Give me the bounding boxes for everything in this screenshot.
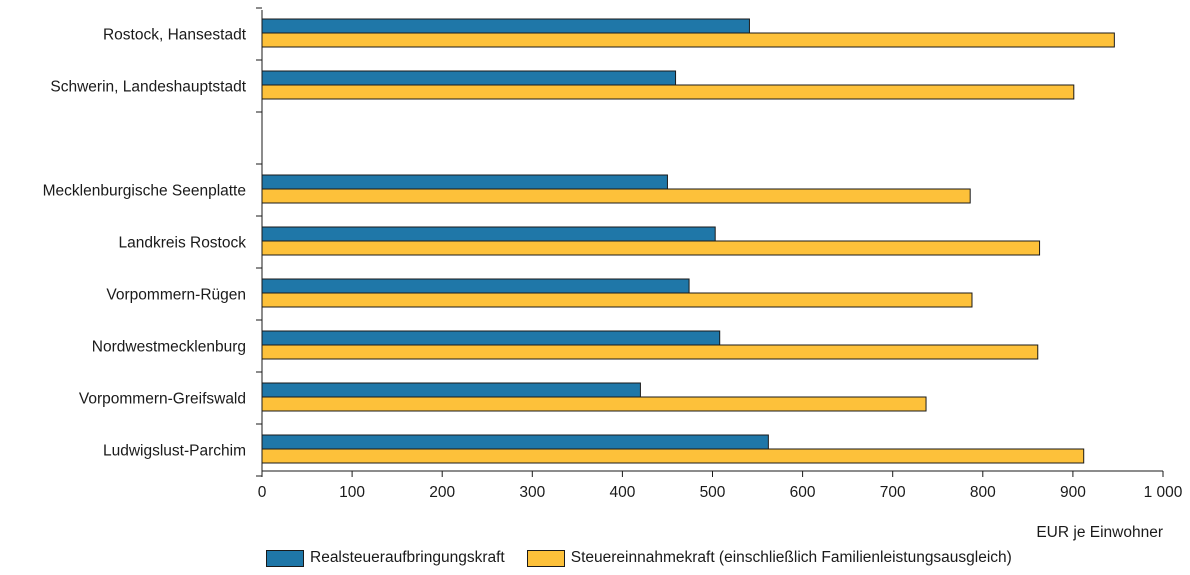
- legend-swatch: [526, 549, 565, 567]
- x-tick-label: 100: [339, 484, 365, 501]
- bar-steuereinnahme: [261, 240, 1041, 256]
- category-label: Mecklenburgische Seenplatte: [43, 183, 246, 200]
- bar-realsteuer: [261, 174, 668, 190]
- category-label: Landkreis Rostock: [118, 235, 246, 252]
- x-tick-label: 800: [970, 484, 996, 501]
- bar-steuereinnahme: [261, 188, 971, 204]
- bar-steuereinnahme: [261, 292, 973, 308]
- category-label: Rostock, Hansestadt: [103, 27, 247, 44]
- bar-realsteuer: [261, 434, 769, 450]
- bar-realsteuer: [261, 18, 750, 34]
- bar-realsteuer: [261, 70, 677, 86]
- category-label: Vorpommern-Rügen: [106, 287, 246, 304]
- x-tick-label: 400: [609, 484, 635, 501]
- bar-realsteuer: [261, 330, 721, 346]
- bar-steuereinnahme: [261, 396, 927, 412]
- category-labels: Rostock, Hansestadt Schwerin, Landeshaupt…: [43, 27, 247, 460]
- bar-chart: Rostock, Hansestadt Schwerin, Landeshaupt…: [43, 7, 1183, 541]
- bars-group: [261, 18, 1115, 464]
- x-tick-label: 0: [258, 484, 267, 501]
- bar-steuereinnahme: [261, 84, 1075, 100]
- bar-realsteuer: [261, 226, 716, 242]
- legend: Realsteueraufbringungskraft Steuereinnah…: [266, 548, 1034, 568]
- x-tick-label: 300: [519, 484, 545, 501]
- bar-steuereinnahme: [261, 344, 1039, 360]
- category-label: Ludwigslust-Parchim: [103, 443, 246, 460]
- legend-label: Steuereinnahmekraft (einschließlich Fami…: [570, 549, 1012, 566]
- category-label: Schwerin, Landeshauptstadt: [50, 79, 246, 96]
- x-ticks: 0 100 200 300 400 500 600 700 800 900 1 000: [258, 471, 1183, 501]
- legend-swatch: [266, 549, 304, 567]
- legend-label: Realsteueraufbringungskraft: [310, 549, 505, 566]
- x-tick-label: 1 000: [1144, 484, 1183, 501]
- x-tick-label: 900: [1060, 484, 1086, 501]
- category-label: Vorpommern-Greifswald: [79, 391, 246, 408]
- bar-realsteuer: [261, 382, 641, 398]
- x-tick-label: 500: [700, 484, 726, 501]
- category-label: Nordwestmecklenburg: [92, 339, 246, 356]
- x-tick-label: 700: [880, 484, 906, 501]
- bar-steuereinnahme: [261, 448, 1085, 464]
- bar-realsteuer: [261, 278, 690, 294]
- bar-steuereinnahme: [261, 32, 1115, 48]
- legend-item-series-1: Realsteueraufbringungskraft: [266, 549, 505, 567]
- x-tick-label: 600: [790, 484, 816, 501]
- x-axis-label: EUR je Einwohner: [1036, 524, 1163, 541]
- legend-item-series-2: Steuereinnahmekraft (einschließlich Fami…: [526, 549, 1012, 567]
- x-tick-label: 200: [429, 484, 455, 501]
